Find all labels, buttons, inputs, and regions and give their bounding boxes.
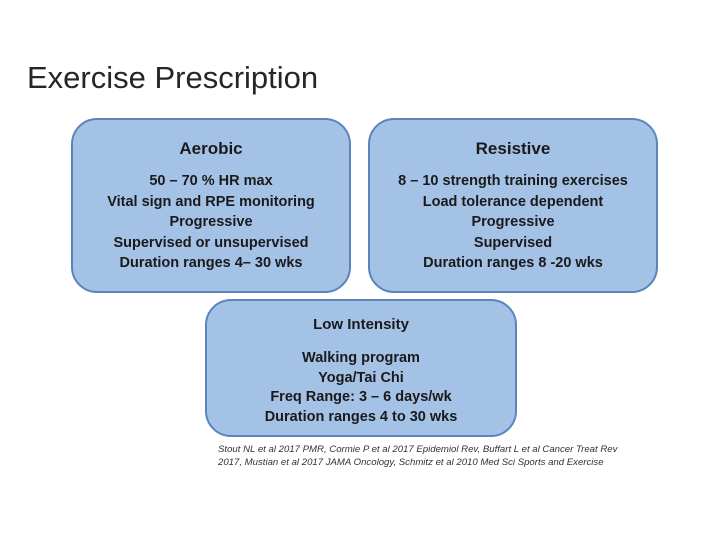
resistive-line: Load tolerance dependent [422, 193, 604, 210]
aerobic-heading: Aerobic [179, 139, 243, 158]
low-intensity-line: Duration ranges 4 to 30 wks [264, 408, 458, 425]
aerobic-line: 50 – 70 % HR max [149, 173, 273, 189]
low-intensity-heading: Low Intensity [313, 316, 409, 333]
citation: Stout NL et al 2017 PMR, Cormie P et al … [218, 443, 678, 469]
low-intensity-line: Yoga/Tai Chi [318, 369, 404, 386]
slide-title: Exercise Prescription [27, 60, 319, 95]
low-intensity-line: Freq Range: 3 – 6 days/wk [270, 389, 452, 405]
resistive-box: Resistive 8 – 10 strength training exerc… [368, 118, 658, 293]
citation-line: 2017, Mustian et al 2017 JAMA Oncology, … [218, 457, 604, 468]
aerobic-box: Aerobic 50 – 70 % HR max Vital sign and … [71, 118, 351, 293]
low-intensity-line: Walking program [302, 350, 420, 366]
resistive-line: Supervised [473, 234, 553, 251]
resistive-line: Progressive [471, 214, 555, 230]
aerobic-line: Progressive [169, 214, 253, 230]
citation-line: Stout NL et al 2017 PMR, Cormie P et al … [218, 444, 618, 455]
aerobic-line: Duration ranges 4– 30 wks [119, 255, 303, 271]
aerobic-line: Vital sign and RPE monitoring [107, 193, 315, 210]
aerobic-line: Supervised or unsupervised [113, 234, 309, 251]
resistive-heading: Resistive [475, 139, 551, 158]
resistive-line: Duration ranges 8 -20 wks [423, 255, 603, 271]
resistive-line: 8 – 10 strength training exercises [398, 173, 628, 189]
low-intensity-box: Low Intensity Walking program Yoga/Tai C… [205, 299, 517, 437]
